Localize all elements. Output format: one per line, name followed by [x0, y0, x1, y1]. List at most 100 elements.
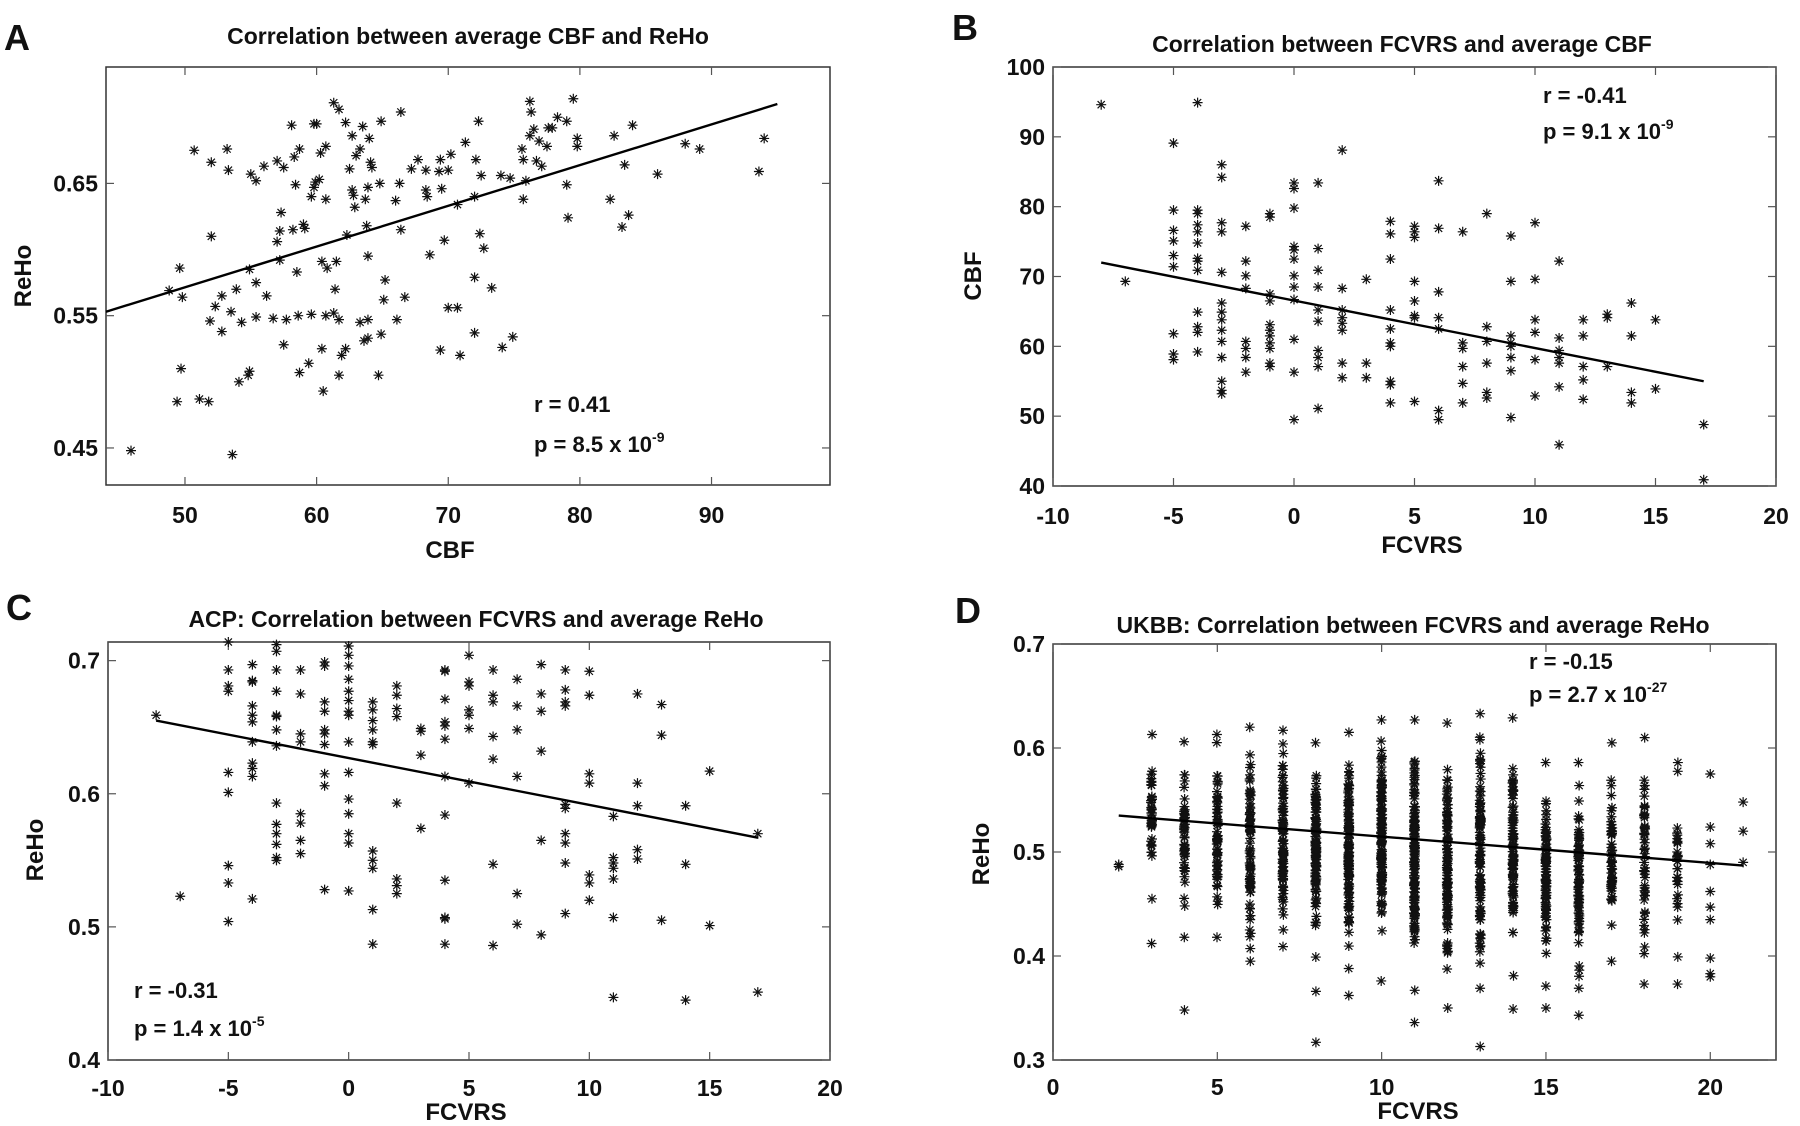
data-point: [1216, 307, 1227, 318]
data-point: [1409, 779, 1420, 790]
data-point: [536, 688, 547, 699]
data-point: [536, 161, 547, 172]
data-point: [347, 130, 358, 141]
data-point: [1146, 938, 1157, 949]
data-point: [223, 664, 234, 675]
data-point: [1574, 971, 1585, 982]
data-point: [328, 308, 339, 319]
data-point: [1639, 948, 1650, 959]
data-point: [319, 884, 330, 895]
data-point: [1216, 314, 1227, 325]
x-tick-label: 10: [1522, 503, 1548, 529]
data-point: [1705, 838, 1716, 849]
data-point: [443, 302, 454, 313]
data-point: [1606, 895, 1617, 906]
data-point: [1409, 854, 1420, 865]
data-point: [1540, 757, 1551, 768]
data-point: [294, 367, 305, 378]
data-point: [584, 768, 595, 779]
data-point: [474, 228, 485, 239]
data-point: [333, 104, 344, 115]
data-point: [1573, 829, 1584, 840]
data-point: [1540, 1003, 1551, 1013]
data-point: [464, 778, 474, 789]
panel-d: D UKBB: Correlation between FCVRS and av…: [955, 590, 1777, 1125]
data-point: [1639, 941, 1650, 952]
data-point: [1672, 876, 1683, 887]
data-point: [151, 710, 162, 721]
data-point: [627, 120, 638, 131]
data-point: [1573, 864, 1584, 875]
panel-a: A Correlation between average CBF and Re…: [4, 17, 831, 564]
data-point: [390, 195, 401, 206]
data-point: [1540, 893, 1551, 904]
data-point: [1240, 270, 1251, 281]
data-point: [1343, 842, 1354, 853]
data-point: [1277, 815, 1288, 826]
data-point: [1311, 784, 1322, 795]
data-point: [1212, 791, 1223, 802]
data-point: [1245, 943, 1256, 954]
data-point: [1313, 345, 1324, 356]
data-point: [415, 750, 426, 761]
data-point: [1409, 853, 1420, 864]
data-point: [1639, 927, 1650, 938]
data-point: [278, 162, 289, 173]
data-point: [206, 231, 217, 242]
data-point: [1168, 235, 1179, 246]
data-point: [1211, 737, 1222, 748]
data-point: [299, 223, 310, 234]
data-point: [1179, 832, 1190, 843]
data-point: [1554, 352, 1565, 363]
data-point: [223, 860, 234, 871]
data-point: [1343, 941, 1354, 952]
data-point: [1277, 836, 1288, 847]
data-point: [584, 869, 595, 880]
data-point: [367, 715, 378, 726]
data-point: [343, 674, 354, 685]
data-point: [435, 345, 446, 356]
data-point: [560, 838, 571, 849]
data-point: [1507, 863, 1518, 874]
x-axis-label: FCVRS: [425, 1099, 506, 1126]
data-point: [236, 317, 247, 328]
data-point: [330, 284, 341, 295]
data-point: [1344, 826, 1355, 837]
data-point: [223, 637, 234, 647]
data-point: [365, 157, 376, 168]
data-point: [1289, 414, 1299, 425]
data-point: [1179, 862, 1190, 873]
data-point: [1507, 831, 1518, 842]
data-point: [1530, 390, 1540, 401]
data-point: [512, 888, 523, 899]
data-point: [536, 746, 547, 757]
data-point: [1211, 729, 1222, 740]
data-point: [488, 690, 499, 701]
data-point: [1278, 792, 1289, 803]
data-point: [376, 116, 387, 127]
data-point: [623, 210, 634, 221]
data-point: [1212, 833, 1223, 844]
data-point: [1376, 876, 1387, 887]
data-point: [1442, 792, 1453, 803]
data-point: [1278, 865, 1289, 876]
data-point: [261, 290, 272, 301]
data-point: [247, 763, 258, 774]
data-point: [291, 267, 302, 278]
data-point: [271, 740, 282, 751]
data-point: [271, 664, 282, 675]
data-point: [452, 199, 463, 210]
x-tick-label: -5: [218, 1075, 239, 1101]
y-tick-label: 0.7: [1013, 631, 1045, 657]
data-point: [1244, 722, 1255, 733]
data-point: [1474, 892, 1485, 903]
chart-title: Correlation between average CBF and ReHo: [227, 23, 709, 49]
data-point: [412, 154, 423, 165]
data-point: [512, 771, 523, 782]
data-point: [1475, 890, 1486, 901]
data-point: [1192, 226, 1203, 237]
data-point: [1216, 217, 1227, 228]
data-point: [469, 327, 480, 338]
data-point: [271, 639, 282, 650]
data-point: [568, 93, 579, 104]
